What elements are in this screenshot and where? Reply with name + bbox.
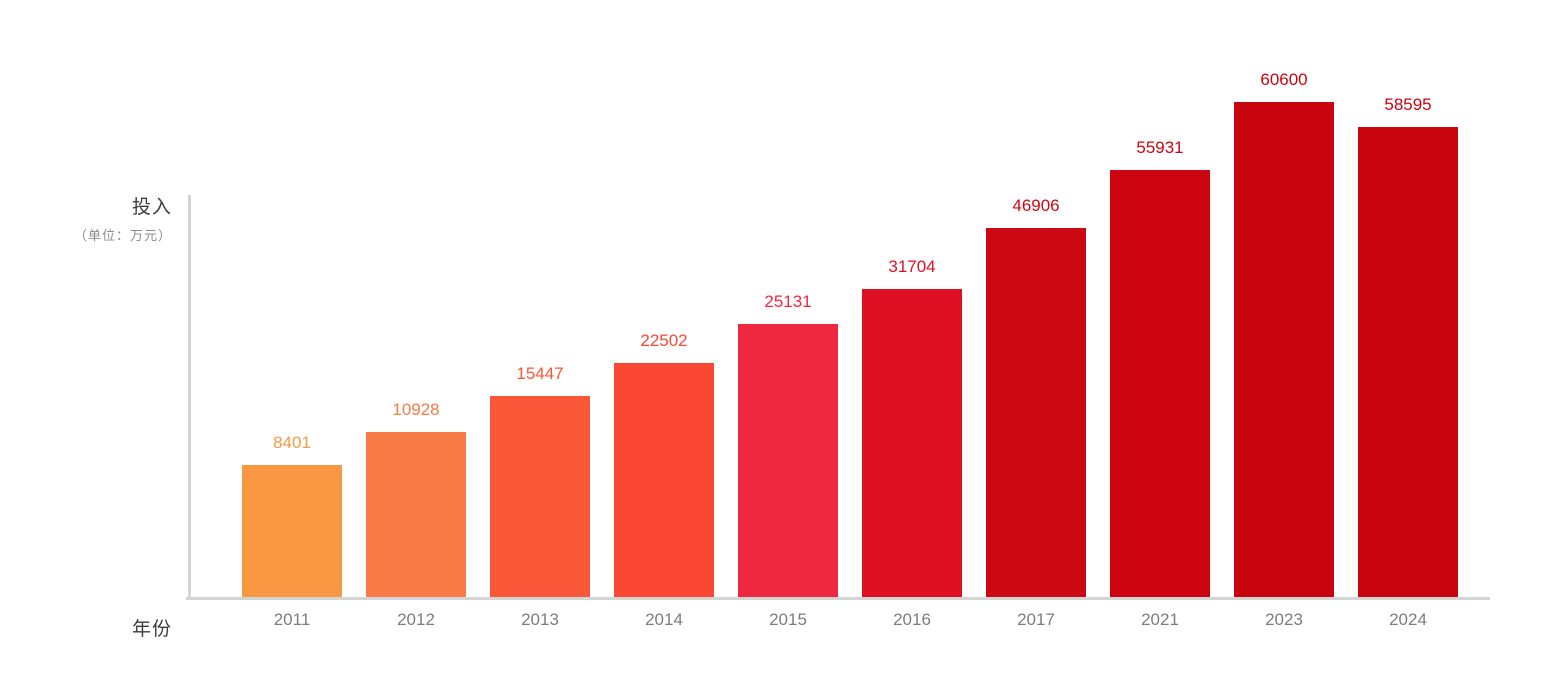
bar-group: 8401 2011 xyxy=(242,433,342,629)
x-tick-label: 2017 xyxy=(1017,610,1055,629)
y-axis-title-text: 投入 xyxy=(131,197,172,218)
bar-group: 60600 2023 xyxy=(1234,70,1334,629)
x-tick-label: 2016 xyxy=(893,610,931,629)
bar[interactable] xyxy=(986,228,1086,597)
y-axis-title: 投入 （单位：万元） xyxy=(0,192,172,244)
x-axis-line xyxy=(186,597,1490,600)
bar-group: 58595 2024 xyxy=(1358,95,1458,629)
bar[interactable] xyxy=(1358,127,1458,597)
x-tick-label: 2023 xyxy=(1265,610,1303,629)
bar[interactable] xyxy=(862,289,962,597)
x-tick-label: 2013 xyxy=(521,610,559,629)
bar[interactable] xyxy=(1234,102,1334,597)
bar[interactable] xyxy=(614,363,714,597)
bar-value-label: 25131 xyxy=(764,292,812,311)
bar-group: 31704 2016 xyxy=(862,257,962,629)
x-tick-label: 2024 xyxy=(1389,610,1427,629)
y-axis-unit-label: （单位：万元） xyxy=(73,228,172,243)
bar-value-label: 15447 xyxy=(516,364,564,383)
bar-value-label: 60600 xyxy=(1260,70,1308,89)
bar-group: 25131 2015 xyxy=(738,292,838,629)
bar-value-label: 31704 xyxy=(888,257,936,276)
x-tick-label: 2014 xyxy=(645,610,683,629)
bar-group: 55931 2021 xyxy=(1110,138,1210,629)
x-axis-title: 年份 xyxy=(132,619,173,640)
bar-value-label: 55931 xyxy=(1136,138,1184,157)
bar[interactable] xyxy=(242,465,342,597)
y-axis-line xyxy=(188,195,191,598)
x-tick-label: 2015 xyxy=(769,610,807,629)
bar[interactable] xyxy=(738,324,838,597)
bar-group: 22502 2014 xyxy=(614,331,714,629)
x-tick-label: 2021 xyxy=(1141,610,1179,629)
bar-value-label: 58595 xyxy=(1384,95,1432,114)
bar-group: 15447 2013 xyxy=(490,364,590,629)
bar-group: 46906 2017 xyxy=(986,196,1086,629)
bar-value-label: 8401 xyxy=(273,433,311,452)
x-tick-label: 2012 xyxy=(397,610,435,629)
bar-value-label: 22502 xyxy=(640,331,688,350)
bar[interactable] xyxy=(490,396,590,597)
plot-area: 8401 2011 10928 2012 15447 2013 22502 20… xyxy=(242,70,1458,629)
bar[interactable] xyxy=(1110,170,1210,597)
bar[interactable] xyxy=(366,432,466,597)
bar-value-label: 10928 xyxy=(392,400,440,419)
bar-value-label: 46906 xyxy=(1012,196,1060,215)
bar-group: 10928 2012 xyxy=(366,400,466,629)
x-tick-label: 2011 xyxy=(273,610,311,629)
